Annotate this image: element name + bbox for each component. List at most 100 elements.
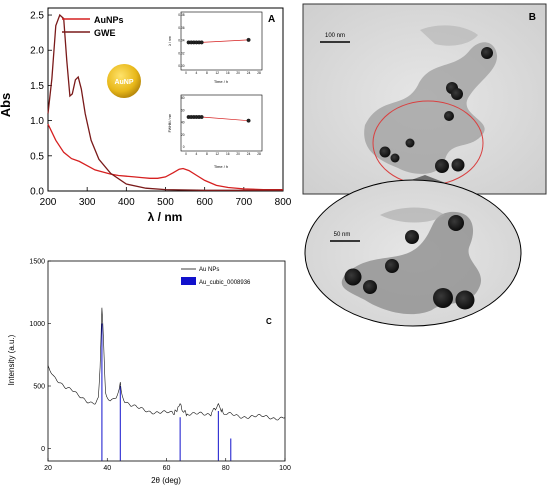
tem-nanoparticle [405, 230, 419, 244]
panel-c-series [47, 307, 286, 421]
x-tick-label: 500 [157, 197, 174, 208]
inset-x-tick-label: 20 [236, 152, 240, 156]
tem-scale-label: 100 nm [325, 33, 345, 39]
aunp-sphere-icon [107, 64, 141, 98]
inset-y-tick-label: 0.04 [178, 39, 184, 43]
aunp-badge-label: AuNP [114, 79, 133, 86]
tem-nanoparticle [405, 138, 415, 148]
inset-fwhm: 0 4 8 12 16 20 24 28 0 20 40 60 80 FWHM / nm Time / … [168, 94, 263, 169]
panel-a-letter: A [268, 14, 275, 25]
series-line-gwe [47, 13, 283, 191]
panel-a-uvvis: 0.00.51.01.52.02.5 200 300 400 500 600 700 800… [0, 7, 292, 224]
y-tick-label: 1500 [29, 259, 45, 266]
y-tick-label: 0.5 [30, 151, 44, 162]
tem-nanoparticle [481, 47, 493, 59]
legend-label-au-nps: Au NPs [199, 267, 219, 273]
tem-zoom-scale-label: 50 nm [334, 232, 351, 238]
tem-nanoparticle [363, 280, 377, 294]
inset-x-tick-label: 8 [206, 71, 208, 75]
inset2-ticks: 0 4 8 12 16 20 24 28 0 20 40 60 80 [181, 96, 261, 156]
x-tick-label: 100 [279, 465, 291, 472]
inset1-points [186, 37, 251, 45]
inset-x-tick-label: 12 [216, 71, 220, 75]
tem-nanoparticle [451, 88, 463, 100]
x-tick-label: 60 [163, 465, 171, 472]
inset-data-point [199, 115, 204, 119]
inset-y-tick-label: 0.06 [178, 26, 184, 30]
x-tick-label: 800 [275, 197, 292, 208]
series-line-au-nps [47, 307, 286, 421]
tem-nanoparticle [444, 111, 454, 121]
tem-nanoparticle [448, 215, 464, 231]
x-tick-label: 40 [103, 465, 111, 472]
inset-data-point [246, 37, 251, 42]
panel-c-reference-bars [101, 323, 232, 461]
inset-y-tick-label: 0.00 [178, 64, 184, 68]
inset-x-tick-label: 0 [185, 71, 187, 75]
inset-data-point [246, 118, 251, 123]
inset-y-tick-label: 0 [183, 145, 185, 149]
y-tick-label: 2.5 [30, 11, 44, 22]
aunp-badge: AuNP [107, 64, 141, 98]
inset-x-tick-label: 28 [257, 152, 261, 156]
tem-nanoparticle [379, 146, 391, 158]
series-line-aunps [47, 123, 283, 191]
panel-c-xlabel: 2θ (deg) [151, 476, 181, 485]
inset-y-tick-label: 40 [181, 121, 185, 125]
inset2-frame [180, 94, 263, 152]
inset-x-tick-label: 24 [247, 152, 251, 156]
panel-b-letter: B [529, 12, 536, 23]
inset1-ylabel: λ / nm [168, 36, 172, 46]
tem-nanoparticle [344, 268, 362, 286]
x-tick-label: 300 [79, 197, 96, 208]
legend-label-au-cubic: Au_cubic_0008936 [199, 280, 251, 286]
panel-c-letter: C [266, 317, 272, 326]
panel-a-ylabel: Abs [0, 93, 13, 118]
panel-c-frame [47, 260, 286, 462]
legend-label-gwe: GWE [94, 28, 116, 38]
inset-data-point [199, 40, 204, 45]
panel-c-legend: Au NPs Au_cubic_0008936 [181, 267, 251, 286]
legend-swatch-au-cubic [181, 277, 196, 285]
inset-x-tick-label: 20 [236, 71, 240, 75]
tem-aggregate-shape [380, 207, 445, 223]
inset-y-tick-label: 0.02 [178, 51, 184, 55]
x-tick-label: 700 [235, 197, 252, 208]
x-tick-label: 400 [118, 197, 135, 208]
panel-c-ylabel: Intensity (a.u.) [7, 334, 16, 385]
inset-x-tick-label: 16 [226, 71, 230, 75]
inset2-ylabel: FWHM / nm [168, 114, 172, 133]
tem-nanoparticle [433, 288, 453, 308]
panel-a-y-ticks: 0.0 0.5 1.0 1.5 2.0 2.5 [30, 11, 52, 198]
inset-x-tick-label: 12 [216, 152, 220, 156]
panel-a-series [47, 13, 283, 191]
tem-aggregate-shape [420, 25, 478, 46]
inset2-points [186, 115, 251, 123]
inset-x-tick-label: 4 [196, 71, 198, 75]
y-tick-label: 0 [41, 446, 45, 453]
panel-a-xlabel: λ / nm [148, 210, 183, 224]
inset-x-tick-label: 28 [257, 71, 261, 75]
inset-y-tick-label: 20 [181, 133, 185, 137]
zoom-ellipse-frame [304, 179, 522, 327]
panel-b-tem: 100 nm B 50 nm [302, 3, 547, 327]
x-tick-label: 200 [40, 197, 57, 208]
y-tick-label: 0.0 [30, 187, 44, 198]
tem-nanoparticle [451, 158, 465, 172]
inset-x-tick-label: 0 [185, 152, 187, 156]
x-tick-label: 80 [222, 465, 230, 472]
x-tick-label: 600 [196, 197, 213, 208]
y-tick-label: 500 [33, 384, 45, 391]
inset1-xlabel: Time / h [214, 79, 228, 84]
inset-x-tick-label: 16 [226, 152, 230, 156]
inset-y-tick-label: 0.08 [178, 13, 184, 17]
inset1-ticks: 0 4 8 12 16 20 24 28 0.00 0.02 0.04 0.06 0.08 [178, 13, 261, 75]
tem-nanoparticle [435, 159, 449, 173]
inset-x-tick-label: 8 [206, 152, 208, 156]
panel-c-y-ticks: 0 500 1000 1500 [29, 259, 51, 453]
legend-label-aunps: AuNPs [94, 15, 124, 25]
y-tick-label: 1.5 [30, 81, 44, 92]
inset2-xlabel: Time / h [214, 164, 228, 169]
tem-nanoparticles [379, 47, 493, 173]
